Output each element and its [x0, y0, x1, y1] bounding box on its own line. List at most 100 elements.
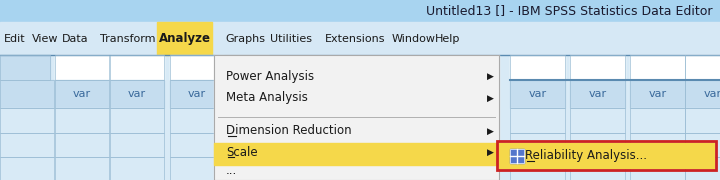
Bar [0, 55, 50, 80]
Bar [214, 55, 499, 180]
Bar [630, 55, 685, 80]
Bar [630, 108, 685, 133]
Bar [55, 108, 109, 133]
Bar [570, 108, 625, 133]
Bar [630, 80, 685, 108]
Bar [214, 143, 499, 165]
Bar [110, 157, 164, 180]
Bar [685, 55, 720, 80]
Bar [0, 133, 54, 157]
Text: Edit: Edit [4, 33, 26, 44]
Text: ▶: ▶ [487, 127, 493, 136]
Text: Help: Help [435, 33, 460, 44]
Bar [510, 55, 565, 80]
Bar [570, 55, 625, 80]
Bar [630, 157, 685, 180]
Bar [215, 80, 269, 108]
Bar [110, 80, 164, 108]
Bar [630, 80, 685, 108]
Bar [0, 55, 50, 80]
Text: var: var [128, 89, 146, 99]
Bar [510, 133, 565, 157]
Bar [55, 80, 109, 108]
Bar [510, 55, 565, 80]
Text: ▶: ▶ [487, 71, 493, 80]
Bar [55, 55, 109, 80]
Bar [630, 55, 685, 80]
Text: Transform: Transform [100, 33, 156, 44]
Bar [570, 133, 625, 157]
Bar [110, 133, 164, 157]
Bar [215, 133, 269, 157]
Bar [570, 80, 625, 108]
Text: Reliability Analysis...: Reliability Analysis... [525, 149, 647, 162]
Bar [630, 133, 685, 157]
Bar [510, 148, 524, 163]
Bar [510, 157, 565, 180]
Text: var: var [233, 89, 251, 99]
Bar [55, 157, 109, 180]
Bar [510, 80, 565, 108]
Text: View: View [32, 33, 58, 44]
Bar [510, 108, 565, 133]
Bar [55, 157, 109, 180]
Bar [510, 108, 565, 133]
Bar [685, 108, 720, 133]
Bar [685, 80, 720, 108]
Bar [55, 133, 109, 157]
Bar [55, 55, 109, 80]
Bar [497, 141, 716, 170]
Bar [215, 157, 269, 180]
Bar [685, 108, 720, 133]
Bar [215, 80, 269, 108]
Text: ▶: ▶ [487, 93, 493, 102]
Text: ▶: ▶ [487, 147, 493, 156]
Bar [499, 143, 714, 168]
Bar [215, 55, 269, 80]
Bar [630, 133, 685, 157]
Bar [110, 108, 164, 133]
Bar [0, 80, 54, 108]
Text: Dimension Reduction: Dimension Reduction [226, 125, 351, 138]
Bar [510, 133, 565, 157]
Text: Meta Analysis: Meta Analysis [226, 91, 308, 105]
Bar [170, 108, 224, 133]
Bar [0, 108, 54, 133]
Text: var: var [588, 89, 606, 99]
Bar [170, 133, 224, 157]
Bar [170, 55, 224, 80]
Text: Extensions: Extensions [325, 33, 385, 44]
Bar [170, 157, 224, 180]
Bar [570, 157, 625, 180]
Bar [570, 157, 625, 180]
Bar [55, 108, 109, 133]
Text: Power Analysis: Power Analysis [226, 69, 314, 82]
Bar [110, 55, 164, 80]
Bar [685, 157, 720, 180]
Bar [215, 108, 269, 133]
Text: var: var [73, 89, 91, 99]
Text: Untitled13 [] - IBM SPSS Statistics Data Editor: Untitled13 [] - IBM SPSS Statistics Data… [426, 4, 713, 17]
Bar [110, 157, 164, 180]
Bar [630, 108, 685, 133]
Bar [215, 133, 269, 157]
Bar [170, 133, 224, 157]
Text: Window: Window [392, 33, 436, 44]
Text: Utilities: Utilities [270, 33, 312, 44]
Bar [510, 148, 524, 163]
Text: var: var [528, 89, 546, 99]
Bar [214, 55, 499, 180]
Text: Data: Data [62, 33, 89, 44]
Bar [570, 55, 625, 80]
Bar [157, 22, 212, 55]
Bar [170, 157, 224, 180]
Bar [510, 80, 565, 108]
Bar [0, 22, 720, 55]
Bar [630, 157, 685, 180]
Bar [0, 55, 720, 180]
Text: ...: ... [226, 163, 238, 177]
Bar [570, 133, 625, 157]
Bar [0, 0, 720, 22]
Bar [685, 157, 720, 180]
Bar [0, 108, 54, 133]
